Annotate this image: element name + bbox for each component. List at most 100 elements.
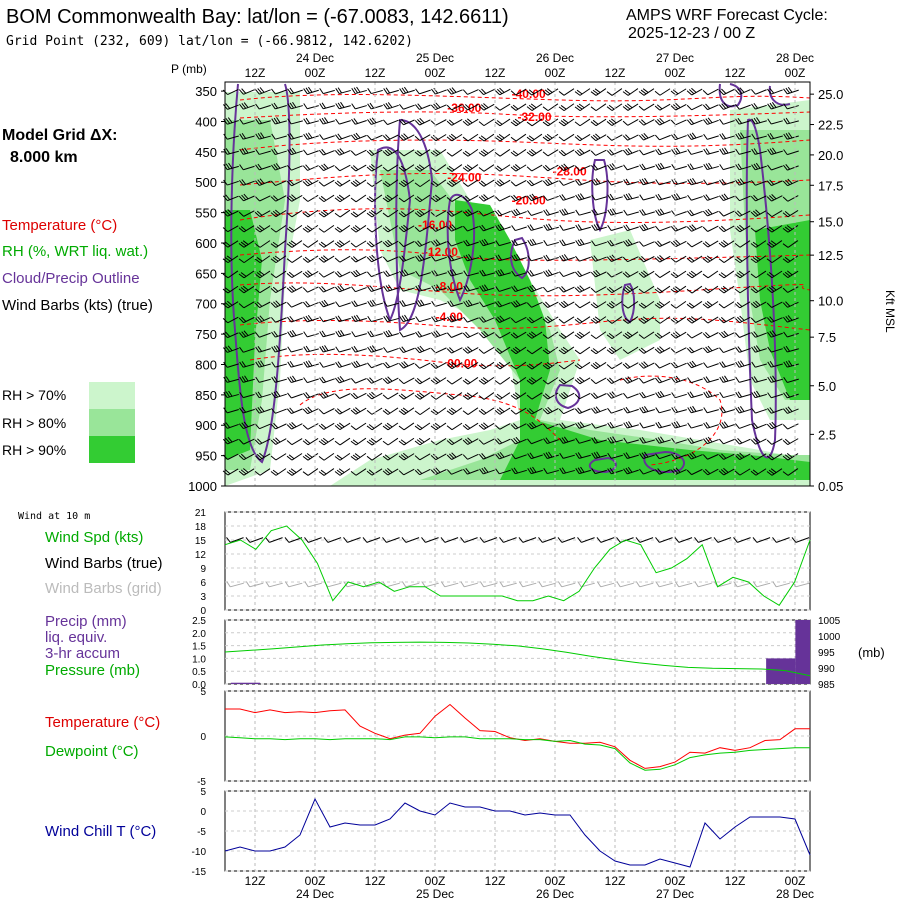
wind-barb [783, 360, 799, 368]
wind-barb [286, 285, 303, 293]
wind-barb [574, 361, 591, 370]
wind-barb [782, 195, 799, 202]
grid-wind-barb [596, 581, 615, 588]
wind-barb [270, 180, 287, 187]
wind-barb [287, 360, 303, 368]
wind-barb [574, 392, 591, 400]
wind-barb [719, 118, 735, 125]
wind-barb [270, 300, 287, 308]
pressure-tick-label: 750 [195, 327, 217, 342]
wind-barb [782, 240, 799, 248]
wind-barb [622, 103, 639, 111]
wind-speed-line [224, 525, 811, 606]
wind-barb [558, 346, 575, 355]
wind-barb [670, 270, 687, 279]
bottom-time-label: 12Z [605, 874, 626, 888]
wind-barb [463, 299, 479, 308]
wind-barb [542, 164, 559, 172]
wind-barb [719, 392, 735, 399]
wind-barb [542, 392, 559, 400]
wind-barb [591, 208, 607, 216]
wind-barb [574, 376, 591, 385]
wind-barb [222, 285, 239, 294]
grid-wind-barb [635, 581, 654, 588]
wind-barb [655, 193, 671, 201]
wind-barb [494, 103, 511, 111]
height-tick-label: 25.0 [818, 87, 843, 102]
wind-barb [591, 451, 607, 459]
wind-barb [254, 423, 271, 430]
wind-barb [303, 86, 319, 95]
bottom-time-label: 12Z [485, 874, 506, 888]
wind-barb [462, 361, 479, 370]
wind-barb [750, 422, 767, 430]
wind-barb [735, 163, 751, 171]
wind-barb [335, 361, 351, 368]
wind-barb [734, 285, 751, 294]
wind-barb [478, 453, 495, 460]
wind-barb [382, 392, 399, 400]
wind-barb [591, 240, 607, 247]
wind-barb [622, 88, 639, 96]
wind-barb [479, 224, 495, 232]
wind-barb [510, 392, 527, 400]
wind-barb [238, 193, 255, 202]
wind-barb [398, 377, 415, 385]
wind-barb [366, 134, 383, 141]
wind-barb [687, 132, 703, 140]
wind-barb [719, 375, 735, 383]
wind-barb [271, 163, 287, 171]
wind-barb [719, 133, 735, 140]
wind-barb [510, 361, 527, 370]
wind-barb [495, 300, 511, 308]
wind-barb [575, 255, 591, 262]
wind-barb [238, 468, 255, 476]
wind-barb [526, 118, 543, 127]
panel-tick-label: 5 [200, 787, 206, 798]
surface-wind-barb [362, 537, 381, 543]
wind-barb [527, 224, 543, 231]
top-date-label: 24 Dec [296, 51, 334, 65]
top-date-label: 27 Dec [656, 51, 694, 65]
grid-wind-barb [694, 581, 712, 588]
wind-barb [510, 179, 527, 187]
wind-barb [703, 133, 719, 140]
wind-barb [751, 148, 767, 155]
wind-barb [479, 301, 495, 308]
wind-barb [462, 392, 479, 400]
wind-barb [734, 332, 751, 338]
wind-barb [782, 468, 799, 476]
pressure-tick-label: 400 [195, 114, 217, 129]
wind-barb [414, 117, 431, 126]
wind-barb [718, 270, 735, 279]
model-grid-value: 8.000 km [10, 149, 78, 166]
wind-chill-panel: 5 0 -5 -10 -15 [192, 787, 811, 878]
wind-barb [398, 468, 415, 476]
wind-barb [607, 436, 623, 444]
wind-barb [606, 391, 623, 399]
wind-barb [590, 346, 607, 355]
wind-barb [591, 437, 607, 444]
wind-barb [558, 163, 575, 172]
wind-barb [655, 453, 671, 460]
temperature-contour-label: -20.00 [512, 193, 546, 207]
wind-barb [495, 240, 511, 247]
wind-barb [606, 134, 623, 141]
wind-barb [367, 345, 383, 353]
wind-barb [526, 179, 543, 187]
wind-barb [782, 301, 799, 308]
wind-barb [671, 421, 687, 429]
wind-barb [766, 285, 783, 294]
wind-barb [462, 148, 479, 157]
wind-barb [223, 345, 239, 353]
wind-barb [319, 134, 335, 140]
wind-barb [718, 467, 735, 476]
wind-barb [462, 209, 479, 217]
pressure-tick-label: 350 [195, 84, 217, 99]
wind-barb [510, 407, 527, 415]
wind-barb [558, 300, 575, 309]
wind-barb [654, 103, 671, 111]
wind-barb [430, 134, 447, 142]
wind-barb [367, 316, 383, 323]
wind-barb [671, 452, 687, 460]
